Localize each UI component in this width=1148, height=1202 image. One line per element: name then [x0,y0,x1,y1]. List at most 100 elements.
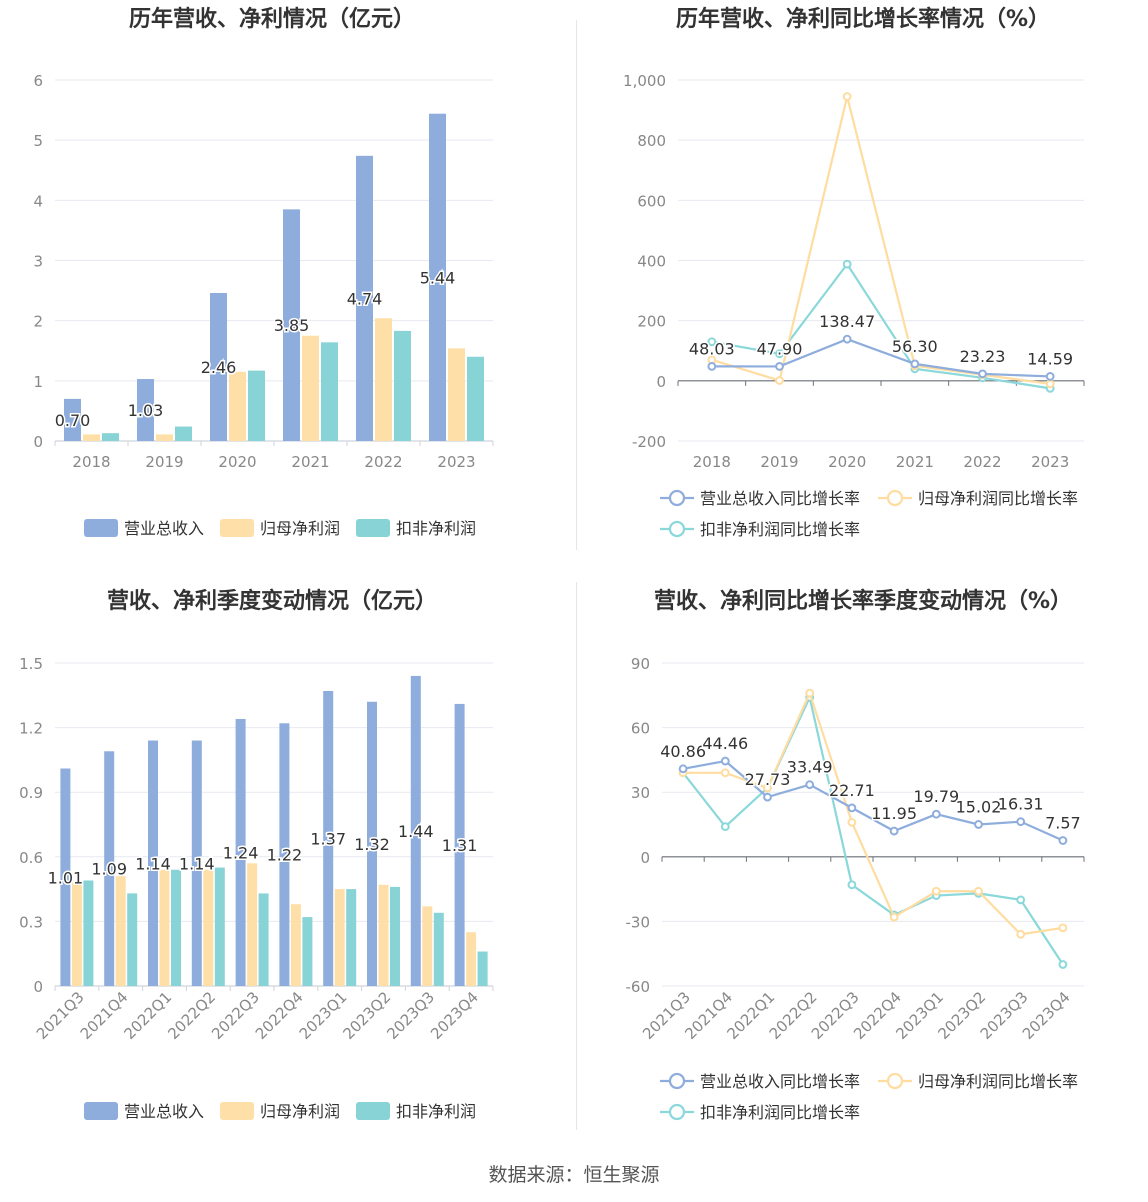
data-point-归母净利润同比增长率 [931,886,941,896]
bar-扣非净利润 [390,886,400,986]
y-tick-label: 6 [33,72,43,90]
legend-swatch-marker [668,1103,686,1121]
annual-growth-svg: 历年营收、净利同比增长率情况（%） -200 0 200 400 600 800 1,000 2… [623,6,1085,539]
x-tick-label: 2021 [291,453,329,471]
y-tick-label: 800 [637,132,666,150]
y-tick-label: -30 [626,913,651,931]
data-label: 1.14 [135,854,171,873]
legend-label: 营业总收入 [124,1102,204,1121]
panel-divider [576,582,577,1130]
x-tick-label: 2020 [828,453,866,471]
data-point-归母净利润同比增长率 [763,783,772,793]
annual-amount-chart: 历年营收、净利情况（亿元） 0 1 2 3 4 5 6 2018 2019 2020 2021 2022… [0,0,574,560]
data-point-扣非净利润同比增长率 [842,259,852,269]
bar-营业总收入 [356,155,373,441]
bar-归母净利润 [448,348,465,441]
x-tick-label: 2022Q1 [121,988,176,1043]
bar-营业总收入 [191,740,202,986]
bar-营业总收入 [323,690,334,986]
bar-营业总收入 [148,740,158,986]
x-tick-label: 2018 [693,453,731,471]
chart-title: 营收、净利同比增长率季度变动情况（%） [654,588,1072,614]
bar-营业总收入 [60,768,71,986]
bar-归母净利润 [83,434,100,441]
bar-归母净利润 [71,882,82,986]
legend-label: 扣非净利润 [396,1102,476,1121]
data-point-扣非净利润同比增长率 [1058,960,1068,969]
data-label: 15.02 [956,797,1002,816]
data-point-归母净利润同比增长率 [775,376,784,385]
legend-label: 扣非净利润同比增长率 [700,520,860,539]
y-tick-label: 0 [33,433,43,451]
y-tick-label: 0.6 [19,849,43,867]
bar-扣非净利润 [127,893,138,986]
legend-swatch-marker [668,1072,686,1090]
x-tick-label: 2022 [364,453,402,471]
y-tick-label: 1.2 [19,720,43,738]
data-point-扣非净利润同比增长率 [720,822,730,832]
data-label: 33.49 [787,758,833,777]
chart-title: 历年营收、净利情况（亿元） [129,6,415,32]
data-label: 40.86 [660,742,706,761]
data-point-归母净利润同比增长率 [889,912,899,922]
legend-swatch-marker [886,1072,904,1090]
bar-归母净利润 [378,884,389,986]
x-tick-label: 2023Q1 [296,988,351,1043]
legend-label: 营业总收入 [124,519,204,538]
data-label: 1.44 [398,822,434,841]
x-tick-label: 2020 [218,453,256,471]
bar-归母净利润 [375,318,392,441]
bar-扣非净利润 [175,426,192,441]
y-tick-label: 4 [33,192,43,210]
legend-label: 归母净利润同比增长率 [918,1072,1078,1091]
x-tick-label: 2023 [1031,453,1069,471]
legend-label: 扣非净利润 [396,519,476,538]
bar-营业总收入 [410,675,421,986]
data-source-note: 数据来源：恒生聚源 [488,1164,660,1186]
bar-营业总收入 [64,398,81,441]
data-point-扣非净利润同比增长率 [707,337,717,347]
data-point-归母净利润同比增长率 [974,886,983,896]
data-label: 47.90 [757,339,803,358]
data-label: 23.23 [960,347,1006,366]
data-label: 1.03 [128,401,164,420]
data-label: 27.73 [745,770,791,789]
data-point-归母净利润同比增长率 [805,688,815,698]
bar-扣非净利润 [171,869,181,986]
data-point-营业总收入同比增长率 [1058,836,1068,845]
series-line-营业总收入同比增长率 [711,337,1051,378]
y-tick-label: 1 [33,373,43,391]
annual-amount-svg: 历年营收、净利情况（亿元） 0 1 2 3 4 5 6 2018 2019 2020 2021 2022… [33,6,494,538]
y-tick-label: 0.3 [19,913,43,931]
data-label: 48.03 [689,339,735,358]
y-tick-label: 200 [637,313,666,331]
bar-营业总收入 [454,703,465,986]
data-point-营业总收入同比增长率 [931,809,941,819]
bar-归母净利润 [115,876,126,986]
data-point-营业总收入同比增长率 [847,803,857,813]
bar-归母净利润 [290,904,301,986]
quarterly-growth-chart: 营收、净利同比增长率季度变动情况（%） -60 -30 0 30 60 90 2021Q3 20… [578,582,1148,1142]
y-tick-label: 5 [33,132,43,150]
bar-营业总收入 [283,209,300,441]
data-point-营业总收入同比增长率 [978,369,987,379]
bar-扣非净利润 [258,893,269,986]
series-line-扣非净利润同比增长率 [682,694,1064,966]
data-label: 1.14 [179,854,215,873]
data-point-营业总收入同比增长率 [805,780,815,790]
y-tick-label: 2 [33,313,43,331]
x-tick-label: 2022Q3 [208,988,263,1043]
bar-营业总收入 [210,292,227,441]
legend-label: 营业总收入同比增长率 [700,1072,860,1091]
data-label: 19.79 [913,787,959,806]
chart-title: 营收、净利季度变动情况（亿元） [107,588,437,614]
y-tick-label: 30 [631,784,650,802]
bar-扣非净利润 [102,433,119,441]
y-tick-label: 400 [637,253,666,271]
x-tick-label: 2018 [72,453,110,471]
bar-营业总收入 [429,113,446,442]
bar-归母净利润 [203,869,214,986]
bar-扣非净利润 [433,912,444,986]
legend-swatch [220,1102,254,1120]
bar-扣非净利润 [467,356,484,441]
